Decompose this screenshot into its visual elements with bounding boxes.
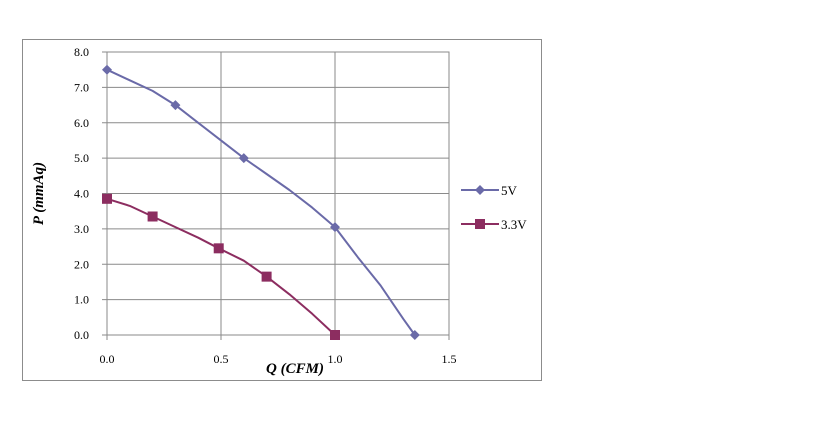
data-point [330, 222, 340, 233]
chart-svg: 0.0 1.0 2.0 3.0 4.0 5.0 6.0 7.0 8.0 0.0 0.5 1.0 1.5… [31, 45, 527, 377]
y-tick-label: 2.0 [74, 257, 89, 271]
legend-label: 3.3V [501, 217, 527, 232]
x-tick-label: 1.5 [442, 352, 457, 366]
legend-marker [475, 185, 485, 195]
x-tick-label: 0.0 [100, 352, 115, 366]
grid-layer [102, 51, 450, 340]
x-tick-label: 1.0 [328, 352, 343, 366]
x-tick-labels: 0.0 0.5 1.0 1.5 [100, 352, 457, 366]
y-tick-label: 7.0 [74, 80, 89, 94]
y-tick-label: 6.0 [74, 116, 89, 130]
y-tick-label: 0.0 [74, 328, 89, 342]
data-point [409, 330, 420, 340]
data-point [170, 100, 181, 111]
data-point [213, 243, 224, 254]
data-point [102, 64, 112, 75]
x-tick-label: 0.5 [214, 352, 229, 366]
data-point [238, 153, 249, 164]
y-tick-label: 4.0 [74, 187, 89, 201]
legend-item: 3.3V [461, 217, 527, 232]
legend-label: 5V [501, 183, 518, 198]
series-layer [102, 64, 420, 340]
y-tick-label: 8.0 [74, 45, 89, 59]
series-2 [102, 193, 340, 340]
series-line [106, 68, 416, 336]
data-point [147, 211, 158, 222]
data-point [330, 330, 340, 340]
legend-item: 5V [461, 183, 518, 198]
y-tick-label: 3.0 [74, 222, 89, 236]
y-axis-title: P (mmAq) [31, 162, 47, 225]
y-tick-label: 5.0 [74, 151, 89, 165]
data-point [261, 271, 272, 282]
series-1 [102, 64, 420, 340]
x-axis-title: Q (CFM) [266, 361, 324, 377]
y-tick-labels: 0.0 1.0 2.0 3.0 4.0 5.0 6.0 7.0 8.0 [74, 45, 89, 342]
data-point [102, 193, 112, 204]
chart-frame: 0.0 1.0 2.0 3.0 4.0 5.0 6.0 7.0 8.0 0.0 0.5 1.0 1.5… [22, 39, 542, 381]
legend-marker [475, 219, 485, 229]
legend: 5V 3.3V [461, 183, 527, 232]
y-tick-label: 1.0 [74, 293, 89, 307]
